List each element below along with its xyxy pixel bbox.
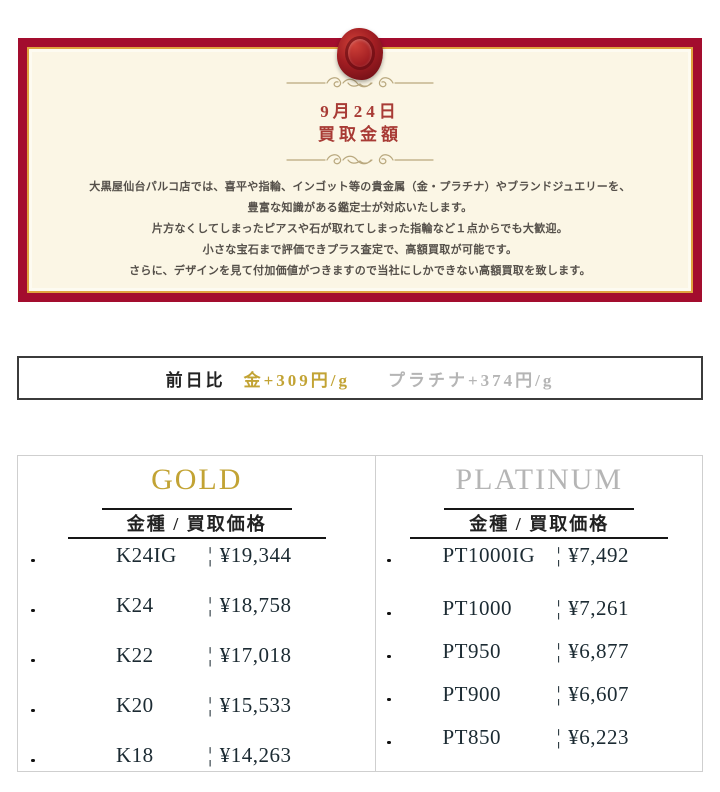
separator: ¦ (208, 693, 213, 717)
price-value: ¥18,758 (219, 593, 292, 617)
daily-change-bar: 前日比 金+309円/g プラチナ+374円/g (17, 356, 703, 400)
price-value: ¥6,607 (568, 682, 629, 706)
paragraph-line: 片方なくしてしまったピアスや石が取れてしまった指輪など１点からでも大歓迎。 (151, 223, 569, 235)
metal-label: PT950 (442, 639, 501, 663)
flourish-divider-icon (286, 77, 434, 88)
promo-card: 9月24日 買取金額 大黒屋仙台パルコ店では、喜平や指輪、インゴット等の貴金属（… (18, 28, 702, 302)
metal-label: K20 (116, 693, 154, 717)
bullet-dot-icon (31, 658, 35, 662)
table-row: PT1000 ¦ ¥7,261 (376, 596, 702, 620)
separator: ¦ (208, 543, 213, 567)
intro-paragraph: 大黒屋仙台パルコ店では、喜平や指輪、インゴット等の貴金属（金・プラチナ）やブラン… (29, 181, 691, 278)
table-row: K24IG ¦ ¥19,344 (18, 543, 375, 567)
bullet-dot-icon (387, 740, 391, 744)
bullet-dot-icon (387, 697, 391, 701)
bullet-dot-icon (31, 608, 35, 612)
price-value: ¥6,223 (568, 725, 629, 749)
price-table: GOLD 金種 / 買取価格 K24IG ¦ ¥19,344 K24 ¦ ¥18,7… (17, 455, 703, 772)
price-cell: ¦ ¥7,261 (556, 596, 628, 620)
paragraph-line: 小さな宝石まで評価できプラス査定で、高額買取が可能です。 (202, 244, 518, 256)
page-title-date: 9月24日 (320, 102, 400, 121)
paragraph-line: さらに、デザインを見て付加価値がつきますので当社にしかできない高額買取を致します… (129, 265, 591, 277)
gold-rows: K24IG ¦ ¥19,344 K24 ¦ ¥18,758 K22 ¦ ¥17,018… (18, 543, 375, 767)
separator: ¦ (556, 639, 562, 663)
price-value: ¥19,344 (219, 543, 292, 567)
wax-seal-icon (337, 28, 383, 80)
price-value: ¥14,263 (219, 743, 292, 767)
price-cell: ¦ ¥6,223 (556, 725, 628, 749)
separator: ¦ (556, 725, 562, 749)
price-value: ¥17,018 (219, 643, 292, 667)
metal-label: K22 (116, 643, 154, 667)
gold-change-value: 金+309円/g (243, 370, 350, 390)
table-row: K18 ¦ ¥14,263 (18, 743, 375, 767)
price-cell: ¦ ¥15,533 (208, 693, 291, 717)
metal-label: K24 (116, 593, 154, 617)
gold-column-header: 金種 / 買取価格 (18, 508, 375, 539)
paragraph-line: 大黒屋仙台パルコ店では、喜平や指輪、インゴット等の貴金属（金・プラチナ）やブラン… (89, 181, 631, 193)
platinum-column: PLATINUM 金種 / 買取価格 PT1000IG ¦ ¥7,492 PT10… (376, 456, 702, 771)
daily-change-label: 前日比 (165, 370, 226, 390)
bullet-dot-icon (31, 758, 35, 762)
table-row: PT900 ¦ ¥6,607 (376, 682, 702, 706)
price-cell: ¦ ¥7,492 (556, 543, 628, 567)
column-title-gold: GOLD (151, 463, 243, 496)
table-row: K20 ¦ ¥15,533 (18, 693, 375, 717)
separator: ¦ (556, 682, 562, 706)
separator: ¦ (208, 643, 213, 667)
platinum-column-header: 金種 / 買取価格 (376, 508, 702, 539)
price-cell: ¦ ¥19,344 (208, 543, 291, 567)
metal-label: PT1000 (442, 596, 512, 620)
paragraph-line: 豊富な知識がある鑑定士が対応いたします。 (247, 202, 473, 214)
bullet-dot-icon (387, 611, 391, 615)
bullet-dot-icon (31, 708, 35, 712)
platinum-rows: PT1000IG ¦ ¥7,492 PT1000 ¦ ¥7,261 PT950 ¦ ¥… (376, 543, 702, 749)
platinum-change-value: プラチナ+374円/g (388, 370, 555, 390)
price-cell: ¦ ¥18,758 (208, 593, 291, 617)
metal-label: K18 (116, 743, 154, 767)
header-underline (67, 537, 326, 539)
price-value: ¥7,261 (568, 596, 629, 620)
price-cell: ¦ ¥17,018 (208, 643, 291, 667)
header-underline (410, 537, 669, 539)
header-overline (101, 508, 292, 510)
table-row: PT950 ¦ ¥6,877 (376, 639, 702, 663)
separator: ¦ (208, 593, 213, 617)
metal-label: PT900 (442, 682, 501, 706)
promo-card-inner: 9月24日 買取金額 大黒屋仙台パルコ店では、喜平や指輪、インゴット等の貴金属（… (27, 47, 693, 293)
separator: ¦ (556, 543, 562, 567)
column-title-platinum: PLATINUM (455, 463, 624, 496)
bullet-dot-icon (387, 558, 391, 562)
table-row: PT1000IG ¦ ¥7,492 (376, 543, 702, 567)
price-value: ¥7,492 (568, 543, 629, 567)
price-value: ¥15,533 (219, 693, 292, 717)
page-title: 9月24日 買取金額 (29, 100, 691, 146)
header-overline (444, 508, 635, 510)
bullet-dot-icon (387, 654, 391, 658)
bullet-dot-icon (31, 558, 35, 562)
separator: ¦ (208, 743, 213, 767)
header-label: 金種 / 買取価格 (469, 514, 610, 534)
flourish-divider-icon (286, 154, 434, 165)
metal-label: K24IG (116, 543, 177, 567)
table-row: K24 ¦ ¥18,758 (18, 593, 375, 617)
metal-label: PT1000IG (442, 543, 536, 567)
price-value: ¥6,877 (568, 639, 629, 663)
page-title-text: 買取金額 (318, 125, 402, 144)
metal-label: PT850 (442, 725, 501, 749)
price-cell: ¦ ¥6,877 (556, 639, 628, 663)
table-row: PT850 ¦ ¥6,223 (376, 725, 702, 749)
price-cell: ¦ ¥14,263 (208, 743, 291, 767)
table-row: K22 ¦ ¥17,018 (18, 643, 375, 667)
price-cell: ¦ ¥6,607 (556, 682, 628, 706)
separator: ¦ (556, 596, 562, 620)
gold-column: GOLD 金種 / 買取価格 K24IG ¦ ¥19,344 K24 ¦ ¥18,7… (18, 456, 377, 771)
header-label: 金種 / 買取価格 (126, 514, 267, 534)
